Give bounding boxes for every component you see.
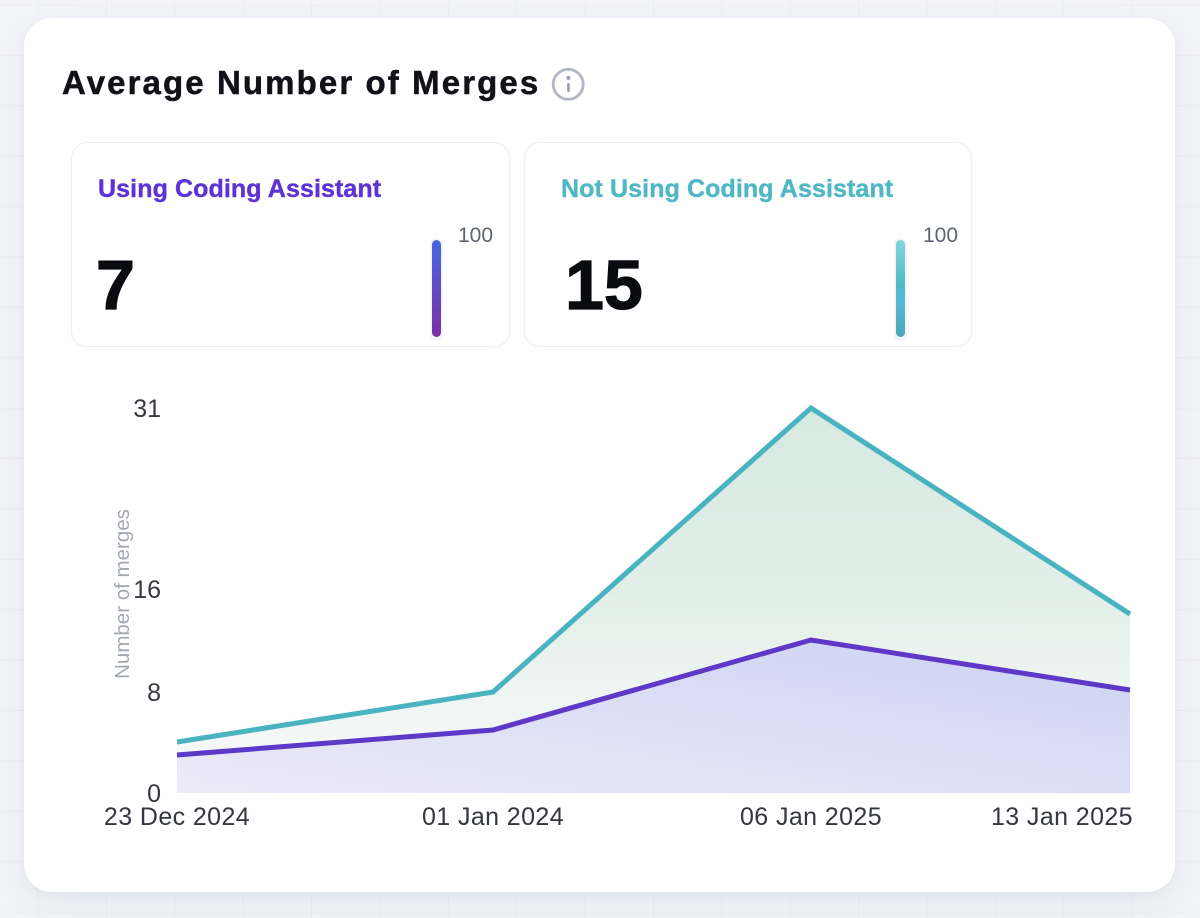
svg-text:Number of merges: Number of merges	[111, 509, 134, 679]
svg-text:13 Jan 2025: 13 Jan 2025	[991, 803, 1133, 831]
svg-text:01 Jan 2024: 01 Jan 2024	[422, 803, 564, 831]
svg-text:0: 0	[147, 780, 161, 808]
svg-text:31: 31	[133, 395, 161, 423]
svg-text:16: 16	[133, 576, 161, 604]
svg-text:23 Dec 2024: 23 Dec 2024	[104, 803, 250, 831]
svg-text:06 Jan 2025: 06 Jan 2025	[740, 803, 882, 831]
svg-text:8: 8	[147, 679, 161, 707]
